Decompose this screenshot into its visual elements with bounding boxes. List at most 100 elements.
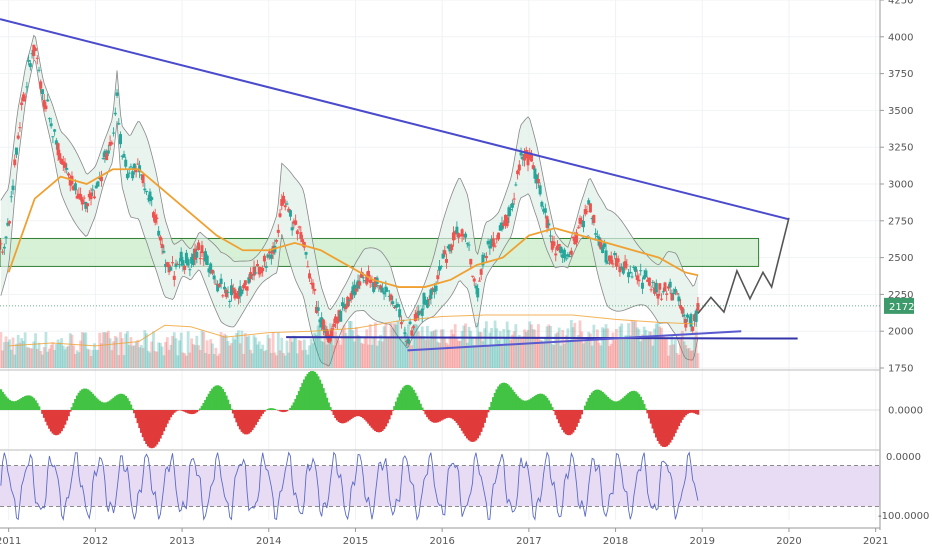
volume-bar bbox=[108, 338, 112, 368]
candle-body bbox=[666, 286, 670, 289]
hist-bar bbox=[552, 410, 556, 412]
candle-body bbox=[389, 294, 393, 301]
volume-bar bbox=[219, 331, 223, 368]
volume-bar bbox=[207, 353, 211, 368]
candle-body bbox=[80, 199, 84, 205]
volume-bar bbox=[257, 341, 261, 368]
candle-body bbox=[205, 255, 209, 266]
candle-body bbox=[399, 322, 403, 325]
volume-bar bbox=[460, 330, 464, 368]
hist-bar bbox=[478, 410, 481, 436]
volume-bar bbox=[273, 352, 277, 368]
candle-body bbox=[360, 271, 364, 278]
hist-bar bbox=[107, 401, 110, 410]
candle-body bbox=[122, 154, 126, 158]
hist-bar bbox=[51, 410, 55, 434]
osc-top-label: 0.0000 bbox=[886, 452, 921, 463]
volume-bar bbox=[406, 324, 410, 368]
candle-body bbox=[431, 288, 435, 290]
volume-bar bbox=[212, 354, 216, 368]
hist-bar bbox=[273, 408, 277, 410]
candle-body bbox=[613, 252, 617, 256]
hist-bar bbox=[410, 387, 414, 410]
hist-bar bbox=[655, 410, 658, 438]
volume-bar bbox=[328, 323, 332, 368]
volume-bar bbox=[103, 332, 107, 368]
hist-bar bbox=[441, 410, 445, 420]
volume-bar bbox=[183, 353, 187, 368]
volume-bar bbox=[589, 333, 592, 368]
candle-body bbox=[649, 289, 653, 291]
volume-bar bbox=[419, 335, 422, 368]
candle-body bbox=[79, 194, 83, 200]
candle-body bbox=[51, 136, 55, 138]
volume-bar bbox=[167, 349, 171, 368]
candle-body bbox=[134, 168, 138, 173]
hist-bar bbox=[646, 410, 649, 414]
hist-bar bbox=[294, 398, 297, 410]
hist-bar bbox=[282, 410, 285, 413]
hist-bar bbox=[696, 410, 700, 415]
candle-body bbox=[670, 292, 674, 301]
hist-bar bbox=[408, 385, 412, 410]
hist-bar bbox=[37, 406, 41, 410]
hist-bar bbox=[216, 385, 219, 410]
candle-body bbox=[223, 286, 227, 290]
hist-bar bbox=[405, 384, 408, 410]
candle-body bbox=[280, 199, 284, 206]
candle-body bbox=[484, 256, 488, 259]
hist-bar bbox=[393, 406, 396, 410]
candle-body bbox=[566, 254, 570, 257]
candle-body bbox=[587, 200, 591, 205]
candle-body bbox=[229, 285, 233, 296]
hist-bar bbox=[363, 410, 367, 420]
hist-bar bbox=[209, 390, 212, 410]
candle-body bbox=[590, 217, 594, 220]
volume-bar bbox=[361, 343, 365, 368]
candle-body bbox=[242, 284, 246, 289]
volume-bar bbox=[316, 325, 320, 368]
volume-bar bbox=[621, 338, 625, 368]
candle-body bbox=[618, 266, 622, 273]
hist-bar bbox=[490, 401, 493, 410]
candle-body bbox=[233, 289, 237, 299]
volume-bar bbox=[37, 342, 41, 368]
candle-body bbox=[283, 205, 287, 208]
hist-bar bbox=[592, 390, 596, 410]
hist-bar bbox=[453, 410, 457, 421]
volume-bar bbox=[190, 338, 194, 368]
candle-body bbox=[595, 235, 599, 237]
bb-lower-line bbox=[0, 59, 699, 367]
volume-bar bbox=[479, 332, 483, 368]
time-tick-label: 2011 bbox=[0, 536, 21, 547]
hist-bar bbox=[126, 398, 129, 410]
hist-bar bbox=[426, 410, 429, 418]
candle-body bbox=[27, 60, 31, 62]
candle-body bbox=[61, 161, 65, 165]
volume-bar bbox=[684, 345, 688, 368]
candle-body bbox=[316, 307, 320, 311]
hist-bar bbox=[609, 399, 613, 410]
candle-body bbox=[266, 254, 270, 258]
hist-bar bbox=[230, 408, 233, 410]
volume-bar bbox=[412, 324, 415, 368]
hist-bar bbox=[185, 410, 188, 413]
volume-bar bbox=[507, 329, 511, 368]
candle-body bbox=[609, 255, 613, 264]
candle-body bbox=[108, 141, 112, 146]
hist-bar bbox=[252, 410, 256, 428]
volume-bar bbox=[242, 353, 246, 368]
candle-body bbox=[519, 152, 523, 156]
volume-bar bbox=[238, 343, 242, 368]
hist-bar bbox=[557, 410, 561, 424]
volume-bar bbox=[6, 341, 10, 368]
volume-bar bbox=[106, 330, 110, 368]
candle-body bbox=[542, 209, 546, 212]
hist-bar bbox=[583, 405, 587, 410]
candle-body bbox=[471, 275, 475, 277]
hist-bar bbox=[117, 394, 121, 410]
hist-bar bbox=[440, 410, 443, 421]
candle-body bbox=[138, 165, 142, 173]
volume-bar bbox=[533, 329, 537, 368]
